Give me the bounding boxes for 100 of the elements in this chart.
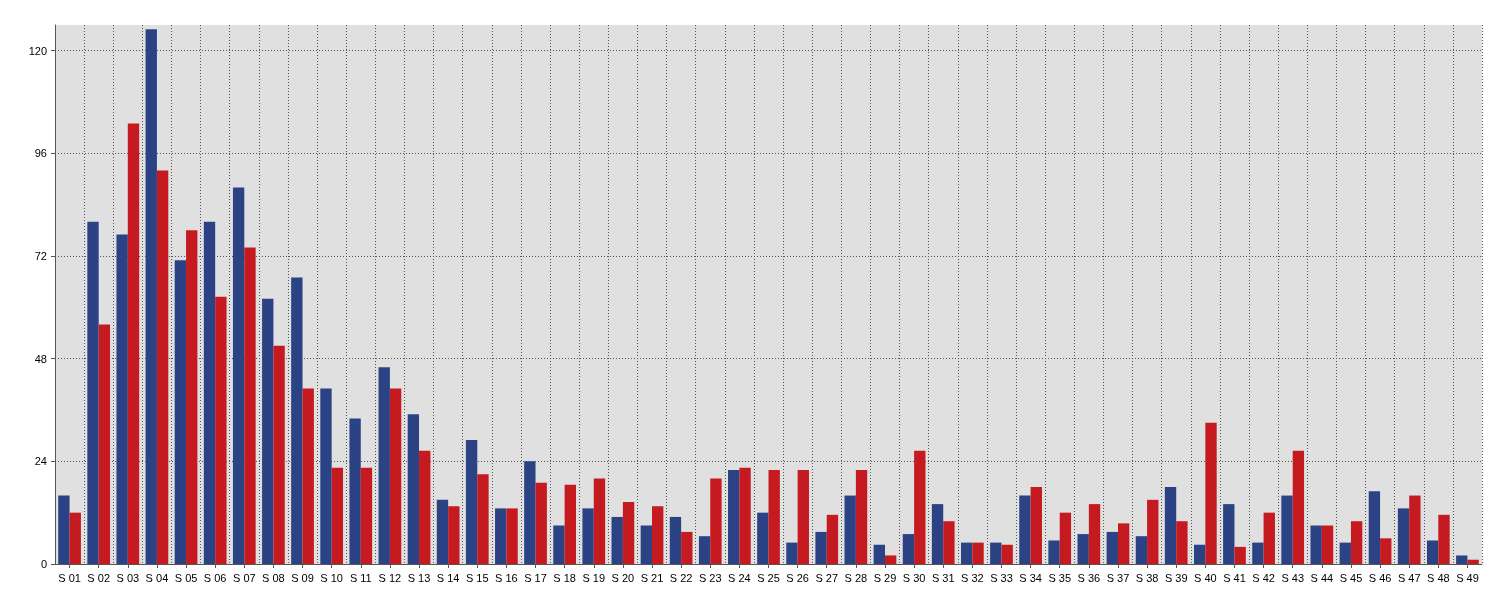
x-tick-label: S 02 [87, 571, 110, 584]
bar [844, 495, 856, 564]
bar [69, 512, 81, 564]
bar [1193, 544, 1206, 564]
bar [757, 512, 769, 564]
bar [1339, 542, 1351, 564]
bar [855, 469, 868, 564]
x-tick-label: S 05 [174, 571, 198, 584]
bar [1380, 538, 1392, 564]
x-tick-label: S 42 [1252, 571, 1275, 584]
bar [640, 525, 653, 564]
bar [990, 542, 1002, 564]
x-tick-label: S 44 [1310, 571, 1334, 584]
x-tick-label: S 46 [1368, 571, 1392, 584]
x-tick-label: S 43 [1281, 571, 1305, 584]
x-tick-label: S 34 [1019, 571, 1042, 584]
x-tick-label: S 45 [1339, 571, 1363, 584]
x-tick-label: S 07 [232, 571, 256, 584]
x-tick-label: S 13 [407, 571, 431, 584]
bar [1438, 514, 1450, 564]
bar [1252, 542, 1264, 564]
bar [145, 29, 157, 564]
bar [1263, 512, 1275, 564]
bar [215, 296, 227, 564]
bar [768, 469, 780, 564]
bar [1350, 521, 1363, 564]
bar [1059, 512, 1072, 564]
x-tick-label: S 03 [116, 571, 140, 584]
x-tick-label: S 08 [262, 571, 285, 584]
bar [273, 345, 285, 564]
x-tick-label: S 17 [524, 571, 547, 584]
x-tick-label: S 01 [58, 571, 81, 584]
bar [1368, 491, 1381, 564]
bar [1397, 508, 1410, 564]
bar [553, 525, 565, 564]
bar [156, 170, 169, 564]
bar [1409, 495, 1421, 564]
bar [1310, 525, 1322, 564]
x-tick-label: S 09 [291, 571, 314, 584]
x-tick-label: S 20 [611, 571, 635, 584]
bar [535, 482, 547, 564]
x-tick-label: S 25 [757, 571, 780, 584]
bar [1077, 534, 1089, 564]
bar [331, 467, 344, 564]
x-tick-label: S 48 [1427, 571, 1450, 584]
bar [593, 478, 606, 564]
bar [1117, 523, 1130, 564]
bar [1088, 504, 1101, 564]
bar [1135, 536, 1148, 564]
bar [1048, 540, 1060, 564]
x-tick-label: S 26 [786, 571, 809, 584]
bar [262, 298, 274, 564]
bar [786, 542, 798, 564]
bar [1030, 487, 1042, 564]
bar [436, 499, 449, 564]
bar [914, 450, 926, 564]
bar [320, 388, 332, 564]
bar [611, 516, 623, 564]
bar [116, 234, 128, 564]
bar [186, 230, 198, 564]
bar [506, 508, 518, 564]
x-tick-label: S 19 [582, 571, 606, 584]
bar [407, 414, 420, 564]
bar [972, 542, 984, 564]
bar [961, 542, 973, 564]
bar [669, 516, 682, 564]
x-tick-label: S 31 [931, 571, 955, 584]
x-tick-label: S 12 [378, 571, 402, 584]
x-tick-label: S 35 [1048, 571, 1072, 584]
x-tick-label: S 11 [349, 571, 372, 584]
bar [302, 388, 314, 564]
x-tick-label: S 21 [640, 571, 664, 584]
x-tick-label: S 16 [495, 571, 518, 584]
bar [1281, 495, 1293, 564]
x-tick-label: S 38 [1135, 571, 1159, 584]
bar [1147, 499, 1159, 564]
bar [1321, 525, 1334, 564]
y-tick-label: 24 [34, 455, 47, 468]
bar [1292, 450, 1305, 564]
x-tick-label: S 28 [844, 571, 868, 584]
bar [873, 544, 885, 564]
bar [174, 260, 187, 564]
bar [582, 508, 594, 564]
x-tick-label: S 30 [902, 571, 926, 584]
bar [739, 467, 751, 564]
x-tick-label: S 06 [203, 571, 227, 584]
bar [902, 534, 915, 564]
x-tick-label: S 49 [1456, 571, 1479, 584]
x-tick-label: S 47 [1397, 571, 1421, 584]
x-tick-label: S 27 [815, 571, 839, 584]
bar [232, 187, 245, 564]
x-tick-label: S 40 [1194, 571, 1217, 584]
x-tick-label: S 37 [1106, 571, 1130, 584]
bar [1176, 521, 1188, 564]
x-tick-label: S 23 [698, 571, 722, 584]
x-tick-label: S 41 [1223, 571, 1246, 584]
x-tick-label: S 32 [961, 571, 984, 584]
bar [1019, 495, 1031, 564]
bar [1234, 546, 1246, 564]
bar [495, 508, 507, 564]
